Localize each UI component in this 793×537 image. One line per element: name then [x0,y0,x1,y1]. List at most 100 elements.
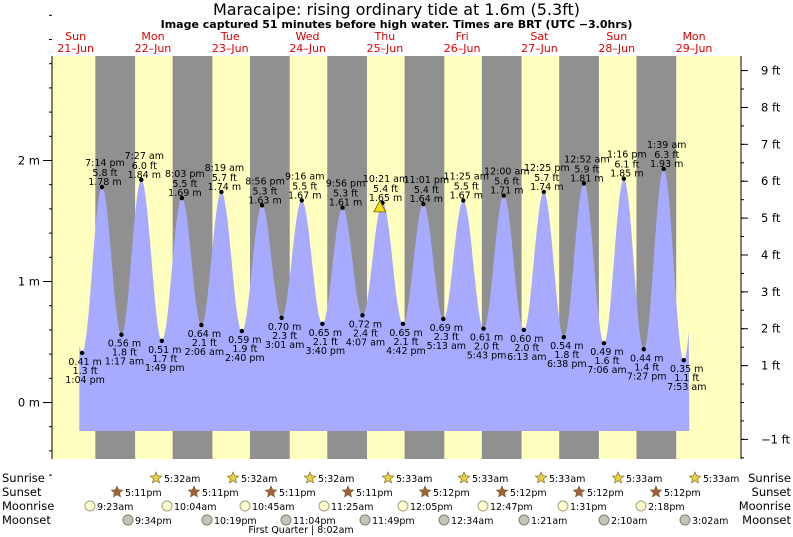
sunrise-time: 5:32am [164,474,200,485]
low-tide-label: 0.60 m [510,334,543,345]
chart-axes: 0 m 1 m 2 m −1 ft 1 ft 2 ft 3 ft 4 ft 5 ft 6 ft 7 … [18,14,790,476]
moonrise-row-label-left: Moonrise [2,499,54,513]
sunrise-icon [303,471,317,484]
high-tide-label: 5.7 ft [212,173,237,184]
low-tide-label: 1.9 ft [232,344,257,355]
low-tide-label: 0.70 m [268,322,301,333]
low-tide-dot [400,321,406,327]
high-tide-label: 11:01 pm [403,175,449,186]
low-tide-label: 1.4 ft [634,362,659,373]
moonset-row-label-left: Moonset [2,513,51,527]
low-tide-dot [239,328,245,334]
high-tide-dot [541,189,547,195]
right-tick-label: 2 ft [761,322,781,336]
high-tide-label: 1.63 m [248,195,281,206]
high-tide-label: 9:16 am [285,171,324,182]
moonrise-icon [318,500,330,512]
high-tide-label: 8:56 pm [245,176,285,187]
high-tide-dot [299,198,304,203]
moon-phase-note: First Quarter | 8:02am [248,525,353,536]
low-tide-label: 0.54 m [550,341,583,352]
high-tide-dot [461,198,466,203]
high-tide-label: 6.0 ft [132,161,157,172]
low-tide-label: 1.7 ft [152,354,177,365]
high-tide-label: 1:16 pm [607,150,647,161]
day-date-label: 21–Jun [57,42,94,55]
day-name-label: Wed [296,30,320,43]
high-tide-label: 9:56 pm [326,179,366,190]
high-tide-label: 1.74 m [208,182,241,193]
high-tide-label: 1.69 m [168,188,201,199]
moonrise-time: 10:04am [174,502,216,513]
high-tide-dot [621,176,627,181]
day-date-label: 22–Jun [135,42,172,55]
sunset-time: 5:12pm [664,488,701,499]
day-date-label: 24–Jun [289,42,326,55]
high-tide-label: 5.5 ft [172,179,197,190]
high-tide-label: 1:39 am [647,140,686,151]
high-tide-label: 8:03 pm [165,169,205,180]
moonset-icon [201,514,213,526]
low-tide-label: 1.6 ft [594,356,619,367]
low-tide-label: 2.4 ft [353,328,378,339]
high-tide-label: 6.1 ft [614,160,639,171]
low-tide-dot [681,357,686,363]
right-tick-label: −1 ft [761,432,790,446]
moonset-icon [280,514,292,526]
sunrise-time: 5:33am [703,474,739,485]
sunset-row-label-left: Sunset [2,485,42,499]
moonrise-time: 9:23am [97,502,133,513]
right-tick-label: 8 ft [761,100,781,114]
low-tide-label: 6:13 am [507,352,546,363]
sunrise-time: 5:32am [241,474,277,485]
sunrise-time: 5:33am [549,474,585,485]
right-tick-label: 1 ft [761,359,781,373]
low-tide-label: 2:06 am [185,347,224,358]
day-date-label: 23–Jun [212,42,249,55]
moonset-time: 9:34pm [135,516,172,527]
low-tide-label: 6:38 pm [547,359,587,370]
high-tide-label: 1.71 m [490,186,523,197]
low-tide-label: 7:53 am [667,382,706,393]
low-tide-label: 2.0 ft [514,343,539,354]
moonrise-time: 1:31pm [570,502,607,513]
low-tide-dot [441,316,446,322]
low-tide-label: 4:42 pm [386,346,426,357]
day-name-label: Sun [606,30,627,43]
high-tide-label: 5.8 ft [92,168,117,179]
high-tide-label: 1.81 m [570,173,603,184]
sunrise-time: 5:33am [472,474,508,485]
sunrise-icon [226,471,240,484]
high-tide-label: 5.6 ft [494,177,519,188]
right-tick-label: 3 ft [761,285,781,299]
sunset-time: 5:12pm [433,488,470,499]
sunrise-icon [381,471,395,484]
moonrise-icon [397,500,409,512]
sunrise-icon [688,471,702,484]
low-tide-label: 0.44 m [630,353,663,364]
high-tide-label: 12:52 am [564,154,609,165]
sunset-icon [187,485,201,498]
moonrise-time: 2:18pm [648,502,685,513]
sunrise-icon [457,471,471,484]
sunset-time: 5:11pm [125,488,162,499]
day-date-label: 28–Jun [598,42,635,55]
low-tide-label: 2.3 ft [434,332,459,343]
left-tick-label: 2 m [18,154,40,168]
sunrise-row-label-right: Sunrise [748,471,791,485]
day-name-label: Mon [141,30,164,43]
right-tick-label: 7 ft [761,137,781,151]
low-tide-label: 0.41 m [68,357,101,368]
chart-title: Maracaipe: rising ordinary tide at 1.6m … [212,0,581,19]
day-name-label: Thu [374,30,396,43]
moonrise-icon [239,500,251,512]
low-tide-label: 0.61 m [470,333,503,344]
moonset-time: 3:02am [692,516,728,527]
low-tide-label: 1.8 ft [112,348,137,359]
right-tick-label: 5 ft [761,211,781,225]
moonset-row-label-right: Moonset [742,513,791,527]
low-tide-dot [561,334,567,340]
high-tide-label: 11:25 am [444,171,489,182]
low-tide-label: 0.35 m [670,364,703,375]
